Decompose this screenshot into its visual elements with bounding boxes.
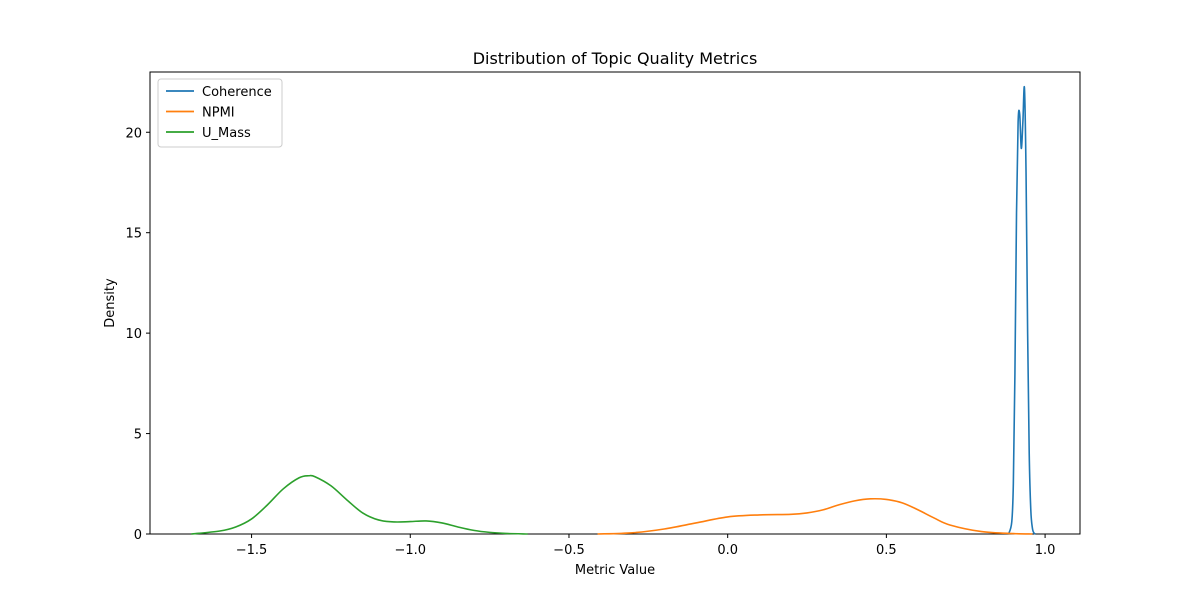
series-line-u-mass (191, 474, 528, 535)
legend-label: U_Mass (202, 126, 251, 141)
y-axis-label: Density (103, 278, 118, 328)
x-tick-label: −1.0 (394, 543, 426, 558)
x-tick-label: −1.5 (236, 543, 268, 558)
x-tick-label: 0.0 (717, 543, 738, 558)
chart-title: Distribution of Topic Quality Metrics (473, 49, 758, 68)
legend: Coherence NPMI U_Mass (157, 78, 283, 148)
y-tick-label: 15 (125, 227, 142, 242)
x-tick-label: 0.5 (876, 543, 897, 558)
x-axis: −1.5 −1.0 −0.5 0.0 0.5 1.0 (236, 534, 1056, 558)
legend-label: Coherence (202, 85, 272, 100)
y-tick-label: 10 (125, 327, 142, 342)
y-tick-label: 0 (134, 528, 142, 543)
series-layer (191, 85, 1036, 535)
y-axis: 0 5 10 15 20 (125, 126, 150, 543)
series-line-coherence (1007, 85, 1036, 535)
y-tick-label: 5 (134, 428, 142, 443)
x-tick-label: 1.0 (1035, 543, 1056, 558)
y-tick-label: 20 (125, 126, 142, 141)
plot-frame (149, 71, 1081, 535)
x-axis-label: Metric Value (575, 563, 655, 578)
legend-box (157, 78, 283, 148)
legend-label: NPMI (202, 106, 235, 121)
series-line-npmi (597, 497, 1033, 535)
x-tick-label: −0.5 (553, 543, 585, 558)
